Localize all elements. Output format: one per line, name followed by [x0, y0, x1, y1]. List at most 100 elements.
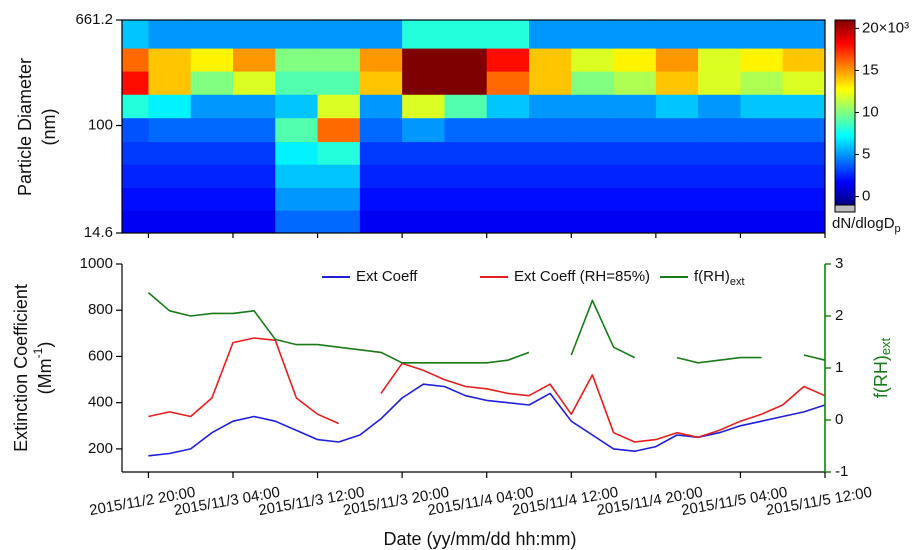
legend-text: f(RH) [694, 268, 730, 285]
heatmap-cell [487, 142, 530, 165]
heatmap-cell [740, 118, 783, 142]
heatmap-cell [698, 187, 741, 210]
heatmap-cell [318, 142, 361, 165]
heatmap-cell [698, 142, 741, 165]
y-tick-label: 800 [88, 301, 113, 318]
heatmap-cell [191, 94, 234, 118]
heatmap-cell [614, 118, 657, 142]
colorbar-title: dN/dlogDp [832, 215, 901, 235]
heatmap-cell [275, 164, 318, 188]
y-tick-label: 400 [88, 394, 113, 411]
heatmap-cell [740, 210, 783, 233]
heatmap-cell [402, 118, 445, 142]
heatmap-cell [148, 164, 191, 188]
y2-title-main: f(RH) [871, 355, 891, 398]
heatmap-cell [740, 142, 783, 165]
heatmap-cell [318, 164, 361, 188]
heatmap-cell [529, 210, 572, 233]
heatmap-cell [402, 187, 445, 210]
x-axis-title: Date (yy/mm/dd hh:mm) [383, 529, 576, 549]
heatmap-cell [487, 164, 530, 188]
data-line [148, 338, 825, 442]
legend-label: f(RH)ext [694, 268, 745, 288]
heatmap-cell [740, 164, 783, 188]
page: {"chart_data": [ {"type": "heatmap", "yl… [0, 0, 919, 550]
heatmap-cell [402, 94, 445, 118]
heatmap-cell [275, 71, 318, 95]
heatmap-cell [571, 142, 614, 165]
y2-tick-label: 2 [835, 307, 843, 324]
y-axis-title: (nm) [39, 109, 59, 146]
heatmap-cell [698, 94, 741, 118]
heatmap-cell [487, 187, 530, 210]
heatmap-cell [275, 94, 318, 118]
unit-part: ) [35, 342, 55, 348]
legend-text: Ext Coeff (RH=85%) [514, 268, 650, 285]
heatmap-cell [148, 187, 191, 210]
heatmap-cell [275, 20, 318, 49]
heatmap-cell [487, 71, 530, 95]
heatmap-cell [529, 118, 572, 142]
heatmap-cell [122, 118, 149, 142]
colorbar [835, 20, 855, 205]
heatmap-cell [529, 48, 572, 71]
heatmap-cell [122, 48, 149, 71]
y2-tick-label: 1 [835, 359, 843, 376]
heatmap-cell [656, 164, 699, 188]
heatmap-cell [783, 20, 826, 49]
heatmap-cell [740, 94, 783, 118]
colorbar-tick-label: 15 [862, 61, 879, 78]
heatmap-cell [360, 118, 403, 142]
heatmap-cell [360, 210, 403, 233]
colorbar-tick-label: 0 [862, 188, 870, 205]
heatmap-cell [318, 210, 361, 233]
heatmap-cell [571, 71, 614, 95]
heatmap-cell [360, 142, 403, 165]
data-line [148, 293, 825, 363]
unit-part: (Mm [35, 358, 55, 394]
y2-tick-label: -1 [835, 463, 848, 480]
heatmap-cell [571, 210, 614, 233]
colorbar-tick-label: 5 [862, 146, 870, 163]
heatmap-cell [656, 94, 699, 118]
heatmap-cell [191, 164, 234, 188]
heatmap-cell [571, 48, 614, 71]
y-axis-unit: (Mm-1) [31, 342, 55, 395]
heatmap-cell [614, 187, 657, 210]
heatmap-cell [444, 118, 487, 142]
heatmap-cell [191, 71, 234, 95]
heatmap-cell [444, 20, 487, 49]
heatmap-cell [402, 20, 445, 49]
figure: Particle Diameter (nm) dN/dlogDp Extinct… [0, 0, 919, 550]
heatmap-cell [360, 94, 403, 118]
heatmap-cell [402, 71, 445, 95]
heatmap-cell [783, 48, 826, 71]
heatmap-cell [571, 164, 614, 188]
heatmap-cell [360, 164, 403, 188]
heatmap-cell [233, 48, 276, 71]
data-line [148, 384, 825, 456]
heatmap-cell [318, 118, 361, 142]
heatmap-cell [360, 71, 403, 95]
heatmap-cell [148, 20, 191, 49]
heatmap-cell [529, 20, 572, 49]
heatmap-cell [191, 142, 234, 165]
heatmap-cell [783, 210, 826, 233]
heatmap-cell [740, 187, 783, 210]
heatmap-cell [402, 142, 445, 165]
heatmap-cell [783, 94, 826, 118]
heatmap-cell [191, 187, 234, 210]
heatmap-cell [444, 94, 487, 118]
heatmap-cell [444, 142, 487, 165]
colorbar-tick-label: 20×10³ [862, 19, 909, 36]
heatmap-cell [360, 48, 403, 71]
heatmap-cell [656, 187, 699, 210]
heatmap-cell [122, 142, 149, 165]
y2-tick-label: 3 [835, 255, 843, 272]
y-axis-title: Extinction Coefficient [11, 284, 31, 452]
heatmap-cell [233, 210, 276, 233]
heatmap-cell [444, 164, 487, 188]
y-axis-title: Particle Diameter [15, 58, 35, 196]
heatmap-cell [783, 71, 826, 95]
heatmap-cell [318, 187, 361, 210]
